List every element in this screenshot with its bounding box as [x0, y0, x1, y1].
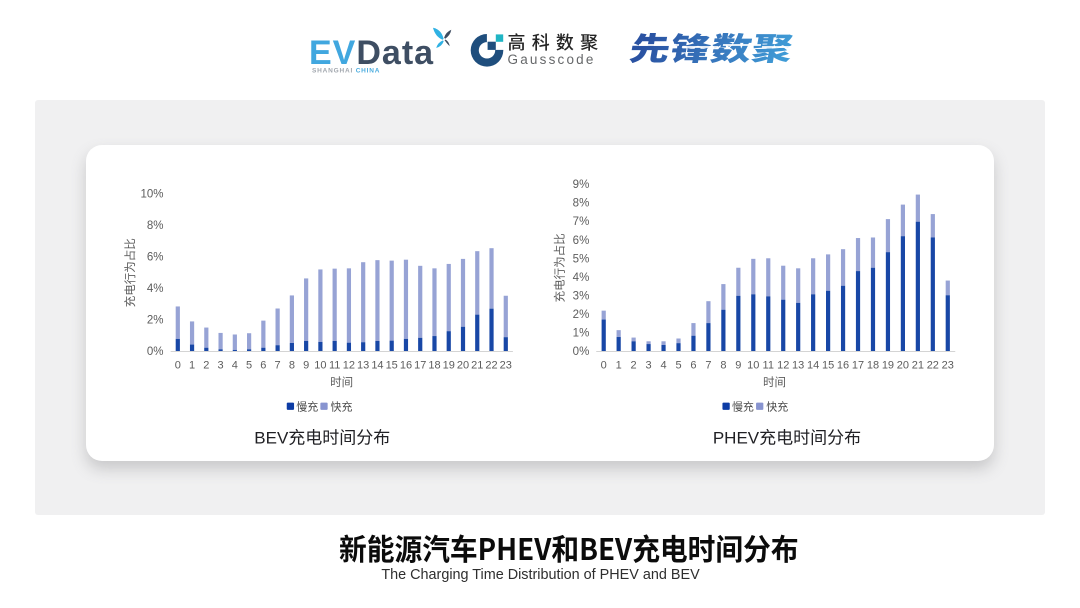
svg-text:0%: 0% [573, 346, 590, 358]
svg-text:19: 19 [882, 359, 894, 371]
svg-text:充电行为占比: 充电行为占比 [553, 233, 567, 302]
svg-text:7%: 7% [573, 216, 590, 228]
svg-text:16: 16 [837, 359, 849, 371]
svg-text:12: 12 [343, 359, 355, 371]
svg-text:23: 23 [500, 359, 512, 371]
svg-text:0%: 0% [147, 346, 164, 358]
svg-text:慢充: 慢充 [732, 399, 754, 413]
svg-text:时间: 时间 [763, 376, 786, 389]
svg-text:11: 11 [763, 359, 774, 371]
svg-text:12: 12 [777, 359, 789, 371]
svg-text:4%: 4% [573, 272, 590, 284]
svg-text:9%: 9% [573, 179, 590, 191]
svg-text:慢充: 慢充 [296, 399, 318, 413]
svg-text:10: 10 [747, 359, 759, 371]
svg-text:6%: 6% [573, 235, 590, 247]
svg-text:15: 15 [386, 359, 398, 371]
svg-text:9: 9 [303, 359, 309, 371]
svg-text:3%: 3% [573, 290, 590, 302]
svg-text:1: 1 [189, 359, 195, 371]
svg-text:10%: 10% [140, 189, 163, 201]
svg-text:18: 18 [428, 359, 440, 371]
svg-text:8%: 8% [147, 220, 164, 232]
svg-text:11: 11 [329, 359, 340, 371]
svg-text:17: 17 [414, 359, 426, 371]
svg-text:1: 1 [616, 359, 622, 371]
svg-text:7: 7 [275, 359, 281, 371]
svg-text:2: 2 [203, 359, 209, 371]
svg-text:16: 16 [400, 359, 412, 371]
svg-text:14: 14 [371, 359, 383, 371]
svg-text:22: 22 [927, 359, 939, 371]
svg-text:5%: 5% [573, 253, 590, 265]
svg-text:14: 14 [807, 359, 819, 371]
svg-text:BEV充电时间分布: BEV充电时间分布 [254, 429, 390, 448]
svg-text:0: 0 [175, 359, 181, 371]
svg-text:23: 23 [942, 359, 954, 371]
svg-text:6%: 6% [147, 252, 164, 264]
svg-text:1%: 1% [573, 328, 590, 340]
svg-text:6: 6 [260, 359, 266, 371]
svg-text:3: 3 [218, 359, 224, 371]
svg-text:5: 5 [675, 359, 681, 371]
svg-text:4: 4 [232, 359, 238, 371]
svg-text:10: 10 [314, 359, 326, 371]
svg-text:22: 22 [485, 359, 497, 371]
svg-text:21: 21 [471, 359, 483, 371]
svg-text:6: 6 [690, 359, 696, 371]
svg-text:3: 3 [646, 359, 652, 371]
svg-text:2: 2 [631, 359, 637, 371]
svg-text:20: 20 [897, 359, 909, 371]
svg-text:5: 5 [246, 359, 252, 371]
svg-text:18: 18 [867, 359, 879, 371]
svg-text:7: 7 [705, 359, 711, 371]
svg-text:15: 15 [822, 359, 834, 371]
svg-text:8: 8 [289, 359, 295, 371]
svg-text:19: 19 [443, 359, 455, 371]
svg-text:时间: 时间 [330, 376, 353, 389]
svg-text:8%: 8% [573, 198, 590, 210]
svg-text:21: 21 [912, 359, 924, 371]
svg-text:PHEV充电时间分布: PHEV充电时间分布 [713, 429, 861, 448]
svg-text:13: 13 [792, 359, 804, 371]
svg-text:0: 0 [601, 359, 607, 371]
svg-text:快充: 快充 [766, 399, 788, 413]
svg-text:20: 20 [457, 359, 469, 371]
svg-text:4%: 4% [147, 283, 164, 295]
svg-text:2%: 2% [147, 315, 164, 327]
svg-text:快充: 快充 [331, 399, 353, 413]
svg-text:17: 17 [852, 359, 864, 371]
svg-text:充电行为占比: 充电行为占比 [123, 238, 137, 307]
svg-text:4: 4 [660, 359, 666, 371]
svg-text:13: 13 [357, 359, 369, 371]
svg-text:9: 9 [735, 359, 741, 371]
svg-text:2%: 2% [573, 309, 590, 321]
svg-text:8: 8 [720, 359, 726, 371]
